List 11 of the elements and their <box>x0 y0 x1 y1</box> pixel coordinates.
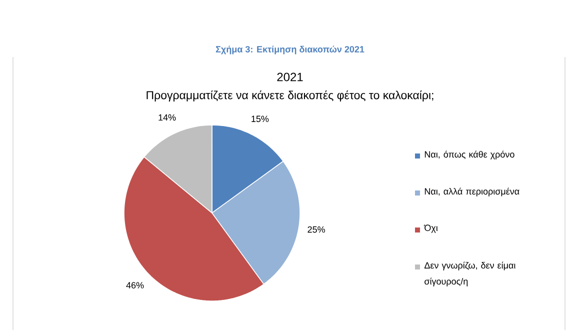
chart-title: 2021 <box>277 72 303 82</box>
data-label: 46% <box>126 282 144 288</box>
legend-label: Δεν γνωρίζω, δεν είμαι σίγουρος/η <box>424 262 516 286</box>
legend-label: Ναι, αλλά περιορισμένα <box>424 188 520 196</box>
data-label: 15% <box>252 116 269 122</box>
chart-subtitle: Προγραμματίζετε να κάνετε διακοπές φέτος το καλοκαίρι; <box>146 90 434 102</box>
data-label: 14% <box>158 114 176 121</box>
legend-label: Ναι, όπως κάθε χρόνο <box>424 150 514 160</box>
text: Σχήμα 3: Εκτίμηση διακοπών 2021 <box>216 46 364 54</box>
legend-label: Όχι <box>424 224 438 233</box>
data-label: 25% <box>308 226 325 233</box>
